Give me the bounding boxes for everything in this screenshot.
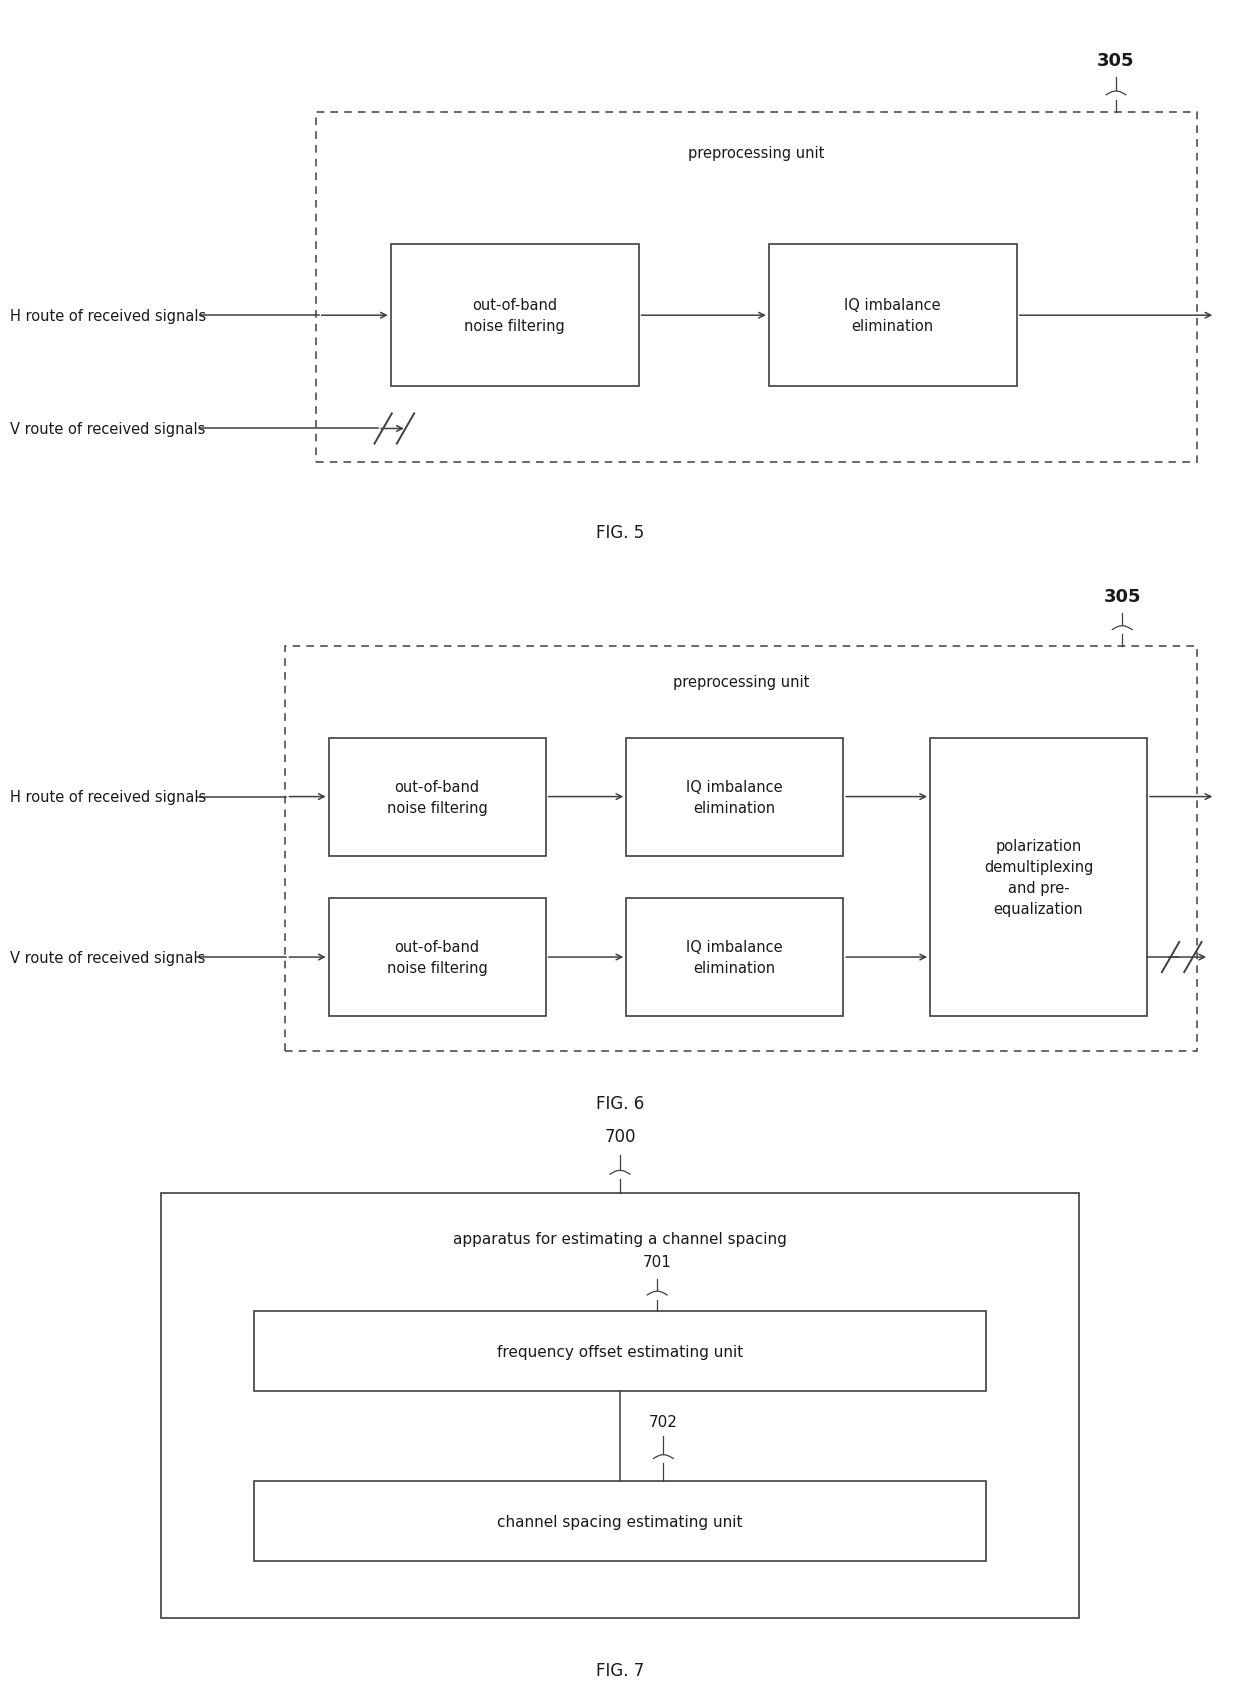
Text: IQ imbalance
elimination: IQ imbalance elimination xyxy=(844,299,941,335)
Text: V route of received signals: V route of received signals xyxy=(10,421,206,436)
Text: polarization
demultiplexing
and pre-
equalization: polarization demultiplexing and pre- equ… xyxy=(983,839,1094,917)
Text: preprocessing unit: preprocessing unit xyxy=(673,674,808,689)
Bar xyxy=(285,647,1197,1051)
Text: 701: 701 xyxy=(642,1255,672,1270)
Bar xyxy=(329,739,546,856)
Bar xyxy=(391,245,639,387)
Bar xyxy=(254,1481,986,1560)
Text: IQ imbalance
elimination: IQ imbalance elimination xyxy=(687,779,782,815)
Text: frequency offset estimating unit: frequency offset estimating unit xyxy=(497,1343,743,1358)
Text: H route of received signals: H route of received signals xyxy=(10,309,206,324)
Text: H route of received signals: H route of received signals xyxy=(10,790,206,805)
Bar xyxy=(329,898,546,1017)
Text: FIG. 6: FIG. 6 xyxy=(596,1095,644,1112)
Bar xyxy=(626,739,843,856)
Bar xyxy=(626,898,843,1017)
Text: 305: 305 xyxy=(1097,53,1135,70)
Text: IQ imbalance
elimination: IQ imbalance elimination xyxy=(687,939,782,975)
Text: channel spacing estimating unit: channel spacing estimating unit xyxy=(497,1513,743,1528)
Text: FIG. 7: FIG. 7 xyxy=(596,1661,644,1679)
Bar xyxy=(769,245,1017,387)
Bar xyxy=(930,739,1147,1017)
Text: 305: 305 xyxy=(1104,588,1141,606)
Text: out-of-band
noise filtering: out-of-band noise filtering xyxy=(387,939,487,975)
Text: out-of-band
noise filtering: out-of-band noise filtering xyxy=(387,779,487,815)
Text: 702: 702 xyxy=(649,1414,678,1430)
Text: preprocessing unit: preprocessing unit xyxy=(688,146,825,161)
Text: V route of received signals: V route of received signals xyxy=(10,949,206,964)
Text: FIG. 5: FIG. 5 xyxy=(596,525,644,542)
Text: apparatus for estimating a channel spacing: apparatus for estimating a channel spaci… xyxy=(453,1231,787,1246)
Text: out-of-band
noise filtering: out-of-band noise filtering xyxy=(464,299,565,335)
Bar xyxy=(254,1311,986,1391)
Bar xyxy=(161,1194,1079,1618)
Bar xyxy=(316,114,1197,462)
Text: 700: 700 xyxy=(604,1127,636,1146)
